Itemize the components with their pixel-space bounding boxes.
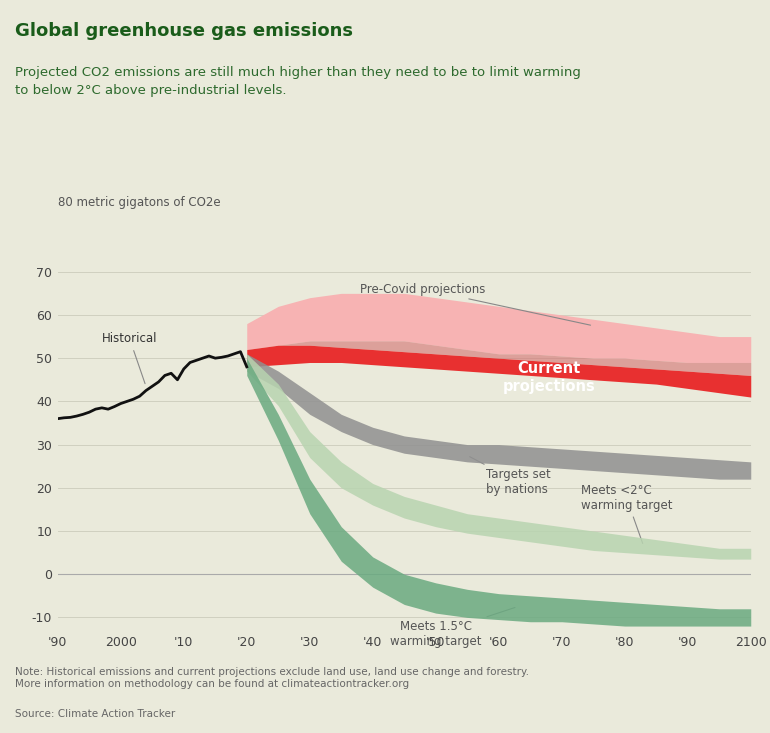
Text: 80 metric gigatons of CO2e: 80 metric gigatons of CO2e xyxy=(58,196,220,209)
Text: Source: Climate Action Tracker: Source: Climate Action Tracker xyxy=(15,709,176,719)
Text: Pre-Covid projections: Pre-Covid projections xyxy=(360,282,591,325)
Text: Meets 1.5°C
warming target: Meets 1.5°C warming target xyxy=(390,608,515,647)
Text: Global greenhouse gas emissions: Global greenhouse gas emissions xyxy=(15,22,353,40)
Text: Targets set
by nations: Targets set by nations xyxy=(470,457,551,496)
Text: Meets <2°C
warming target: Meets <2°C warming target xyxy=(581,484,672,543)
Text: Current
projections: Current projections xyxy=(503,361,595,394)
Text: Historical: Historical xyxy=(102,332,157,383)
Text: Note: Historical emissions and current projections exclude land use, land use ch: Note: Historical emissions and current p… xyxy=(15,667,530,688)
Text: Projected CO2 emissions are still much higher than they need to be to limit warm: Projected CO2 emissions are still much h… xyxy=(15,66,581,97)
